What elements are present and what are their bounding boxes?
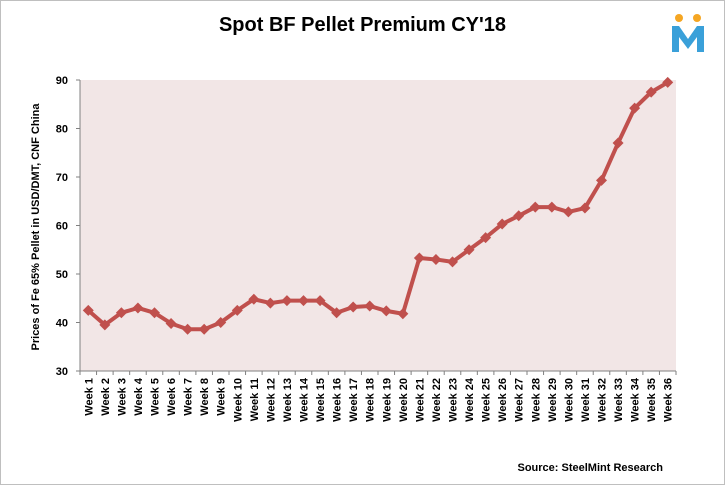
x-tick-label: Week 18 bbox=[365, 378, 377, 422]
x-tick-label: Week 26 bbox=[497, 378, 509, 422]
x-tick-label: Week 28 bbox=[530, 378, 542, 422]
data-point-marker bbox=[331, 307, 343, 319]
data-point-marker bbox=[513, 210, 525, 222]
data-point-marker bbox=[314, 295, 326, 307]
x-tick-label: Week 31 bbox=[580, 378, 592, 422]
data-point-marker bbox=[115, 307, 127, 319]
y-tick-label: 30 bbox=[56, 366, 68, 378]
data-point-marker bbox=[496, 218, 508, 230]
x-tick-label: Week 33 bbox=[613, 378, 625, 422]
x-tick-label: Week 34 bbox=[630, 377, 642, 422]
data-point-marker bbox=[380, 305, 392, 317]
series-layer bbox=[82, 76, 674, 335]
y-axis-ticks: 30 40 50 60 70 80 90 bbox=[56, 75, 80, 378]
x-tick-label: Week 35 bbox=[646, 378, 658, 422]
data-point-marker bbox=[99, 319, 111, 331]
x-tick-label: Week 24 bbox=[464, 377, 476, 422]
x-tick-label: Week 10 bbox=[232, 378, 244, 422]
steelmint-logo-icon bbox=[672, 14, 704, 52]
y-axis-label: Prices of Fe 65% Pellet in USD/DMT, CNF … bbox=[30, 103, 42, 351]
x-tick-label: Week 15 bbox=[315, 378, 327, 422]
x-tick-label: Week 7 bbox=[183, 378, 195, 416]
x-tick-label: Week 13 bbox=[282, 378, 294, 422]
y-tick-label: 60 bbox=[56, 221, 68, 233]
x-tick-label: Week 27 bbox=[514, 378, 526, 422]
data-point-marker bbox=[480, 232, 492, 244]
data-point-marker bbox=[132, 302, 144, 314]
data-point-marker bbox=[215, 317, 227, 328]
data-point-marker bbox=[463, 244, 475, 256]
x-tick-label: Week 4 bbox=[133, 377, 145, 416]
x-tick-label: Week 30 bbox=[563, 378, 575, 422]
x-tick-label: Week 17 bbox=[348, 378, 360, 422]
x-tick-label: Week 36 bbox=[663, 378, 675, 422]
data-point-marker bbox=[629, 102, 641, 114]
plot-background bbox=[80, 80, 676, 371]
data-point-marker bbox=[397, 308, 409, 320]
data-point-marker bbox=[662, 76, 674, 88]
x-tick-label: Week 20 bbox=[398, 378, 410, 422]
chart-title: Spot BF Pellet Premium CY'18 bbox=[218, 14, 507, 36]
data-point-marker bbox=[413, 252, 425, 264]
data-point-marker bbox=[82, 304, 94, 316]
x-tick-label: Week 5 bbox=[150, 378, 162, 416]
data-point-marker bbox=[264, 297, 276, 309]
x-axis-ticks: Week 1 Week 2 Week 3 Week 4 Week 5 Week 6 Week… bbox=[79, 371, 677, 422]
data-point-marker bbox=[612, 137, 624, 149]
x-tick-label: Week 29 bbox=[547, 378, 559, 422]
x-tick-label: Week 12 bbox=[265, 378, 277, 422]
data-point-marker bbox=[248, 293, 260, 305]
x-tick-label: Week 21 bbox=[414, 378, 426, 422]
data-point-marker bbox=[281, 295, 293, 307]
y-tick-label: 80 bbox=[56, 124, 68, 136]
data-point-marker bbox=[645, 86, 657, 98]
data-point-marker bbox=[529, 201, 541, 213]
x-tick-label: Week 22 bbox=[431, 378, 443, 422]
data-point-marker bbox=[447, 256, 458, 268]
y-tick-label: 70 bbox=[56, 172, 68, 184]
data-point-marker bbox=[149, 307, 160, 319]
x-tick-label: Week 19 bbox=[381, 378, 393, 422]
x-tick-label: Week 23 bbox=[448, 378, 460, 422]
x-tick-label: Week 14 bbox=[299, 377, 311, 422]
y-tick-label: 50 bbox=[56, 269, 68, 281]
y-tick-label: 90 bbox=[56, 75, 68, 87]
data-point-marker bbox=[430, 253, 442, 265]
data-point-marker bbox=[165, 317, 177, 329]
data-point-marker bbox=[182, 323, 194, 335]
data-point-marker bbox=[546, 201, 558, 213]
x-tick-label: Week 25 bbox=[481, 378, 493, 422]
source-note: Source: SteelMint Research bbox=[517, 462, 664, 474]
data-point-marker bbox=[364, 300, 376, 312]
x-tick-label: Week 3 bbox=[116, 378, 128, 416]
data-point-marker bbox=[198, 323, 210, 335]
x-tick-label: Week 32 bbox=[597, 378, 609, 422]
x-tick-label: Week 8 bbox=[199, 378, 211, 416]
data-point-marker bbox=[562, 206, 574, 218]
data-point-marker bbox=[579, 202, 591, 214]
y-tick-label: 40 bbox=[56, 318, 68, 330]
data-point-marker bbox=[347, 301, 359, 313]
x-tick-label: Week 9 bbox=[216, 378, 228, 416]
x-tick-label: Week 2 bbox=[100, 378, 112, 416]
data-point-marker bbox=[596, 174, 607, 186]
x-tick-label: Week 6 bbox=[166, 378, 178, 416]
x-tick-label: Week 11 bbox=[249, 378, 261, 421]
x-tick-label: Week 1 bbox=[83, 378, 95, 416]
x-tick-label: Week 16 bbox=[332, 378, 344, 422]
data-point-marker bbox=[298, 295, 309, 307]
data-point-marker bbox=[231, 304, 243, 316]
